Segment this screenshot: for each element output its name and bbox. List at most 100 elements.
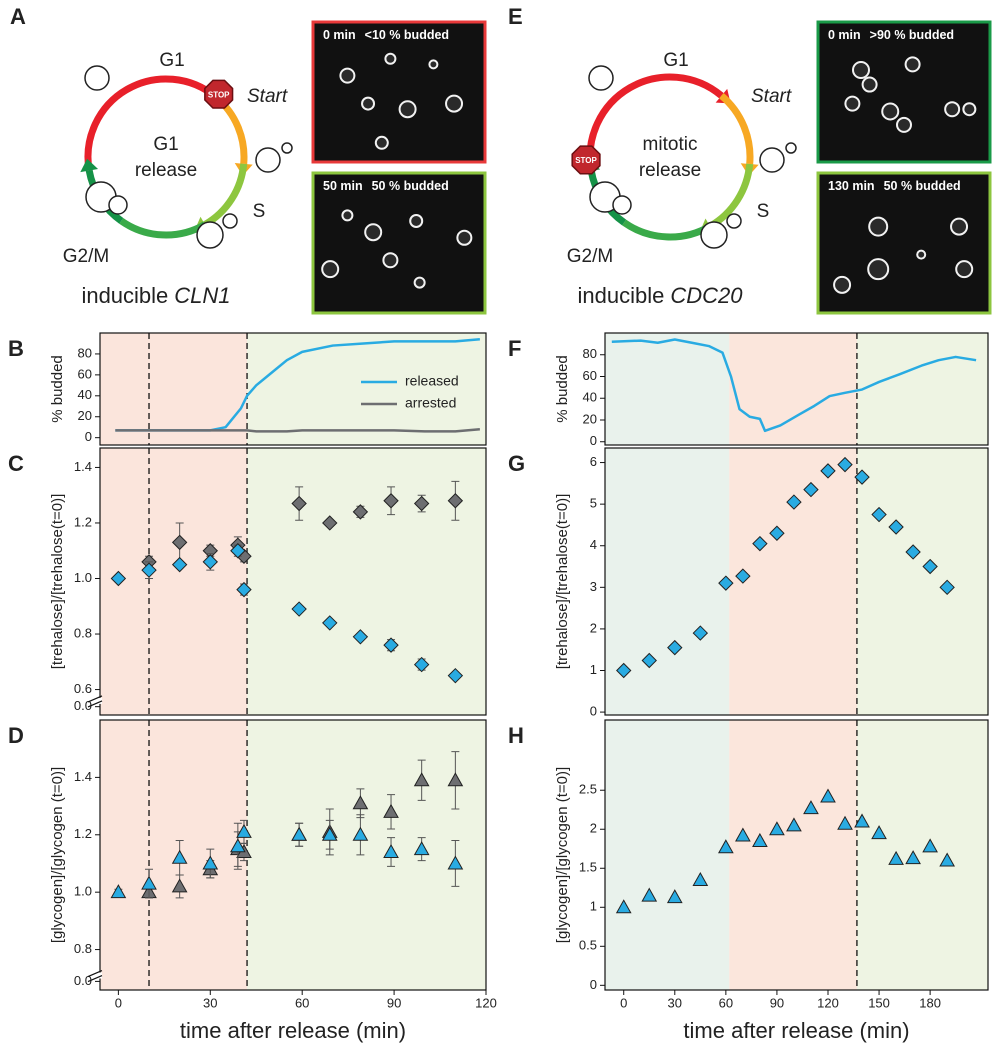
y-tick-label: 40 [583,390,597,405]
triangle-marker [922,838,938,853]
center-label: G1 [153,134,178,155]
y-tick-label: 1.4 [74,769,92,784]
region [247,720,486,990]
triangle-marker [291,826,307,841]
cell [833,275,852,294]
x-tick-label: 30 [203,995,217,1010]
region [247,448,486,715]
cell [339,67,356,84]
caption-gene: CDC20 [670,283,743,308]
cell [364,223,383,242]
diamond-marker [171,556,188,573]
cell [955,260,974,279]
triangle-marker [141,875,157,890]
cell [382,252,399,269]
micrograph-time: 0 min [323,28,356,42]
diamond-marker [871,506,887,523]
region [856,333,988,445]
y-tick-label: 0 [590,433,597,448]
micrograph-time: 50 min [323,179,363,193]
diamond-marker [616,662,632,679]
triangle-marker [735,827,751,842]
y-tick-label: 4 [590,537,597,552]
triangle-marker [718,839,734,854]
stop-sign [571,145,601,175]
line [611,338,977,433]
stop-sign [204,79,234,109]
plot-frame [604,332,989,446]
stop-label: STOP [208,90,230,99]
y-tick-label: 40 [78,387,92,402]
y-tick-label: 1.2 [74,826,92,841]
line [115,428,480,433]
y-axis-label: % budded [554,355,571,423]
x-tick-label: 120 [817,995,839,1010]
axis-break [87,969,103,983]
region [605,720,730,990]
diamond-marker [939,579,955,596]
triangle-marker [447,855,464,870]
x-tick-label: 0 [620,995,627,1010]
y-axis-label: % budded [49,355,66,423]
cell-icon [759,147,785,173]
plot-frame [99,719,487,991]
y-tick-label: 1 [590,662,597,677]
y-tick-label: 0.6 [74,681,92,696]
cell [904,56,921,73]
y-tick-label: 1.2 [74,514,92,529]
triangle-marker [202,855,219,870]
diamond-marker [413,495,430,512]
micrograph-note: 50 % budded [884,179,961,193]
micrograph [311,171,487,315]
y-tick-label: 1 [590,899,597,914]
caption: inducible CLN1 [81,283,230,308]
phase-label: S [253,201,266,222]
cell [384,52,397,65]
diamond-marker [692,625,709,641]
panel-letter: D [8,723,24,748]
triangle-marker [888,850,904,865]
axis-break-gap [92,972,102,979]
diamond-marker [718,575,734,591]
triangle-marker [413,841,430,856]
caption: inducible CDC20 [578,283,744,308]
y-tick-label: 1.4 [74,459,92,474]
cell [867,258,890,281]
triangle-marker [837,815,853,830]
cycle-arc [719,93,754,165]
x-tick-label: 120 [475,995,497,1010]
y-tick-label: 20 [78,408,92,423]
triangle-marker [383,803,399,818]
x-tick-label: 30 [668,995,682,1010]
region [605,333,730,445]
plot-frame [604,719,989,991]
plot-frame [99,332,487,446]
diamond-marker [291,601,307,617]
x-tick-label: 0 [115,995,122,1010]
diamond-marker [110,570,127,587]
caption-text: inducible [81,283,168,308]
triangle-marker [321,826,338,841]
y-axis-label: [glycogen]/[glycogen (t=0)] [49,767,66,943]
triangle-marker [854,813,870,828]
triangle-marker [939,852,956,867]
y-axis-label: [trehalose]/[trehalose(t=0)] [49,494,66,670]
region [856,720,988,990]
x-tick-label: 90 [387,995,401,1010]
y-tick-label: 0.8 [74,941,92,956]
legend-label: arrested [405,395,456,411]
plot-frame [604,447,989,716]
diamond-marker [230,543,246,559]
micrograph [816,20,992,164]
region [247,333,486,445]
region [856,448,988,715]
diamond-marker [447,493,464,509]
diamond-marker [769,525,785,541]
triangle-marker [236,823,252,838]
diamond-marker [352,504,369,520]
triangle-marker [171,878,188,893]
y-axis-label: [glycogen]/[glycogen (t=0)] [554,767,571,943]
y-tick-label: 2 [590,821,597,836]
cell-icon [612,195,632,215]
cell [950,217,969,236]
